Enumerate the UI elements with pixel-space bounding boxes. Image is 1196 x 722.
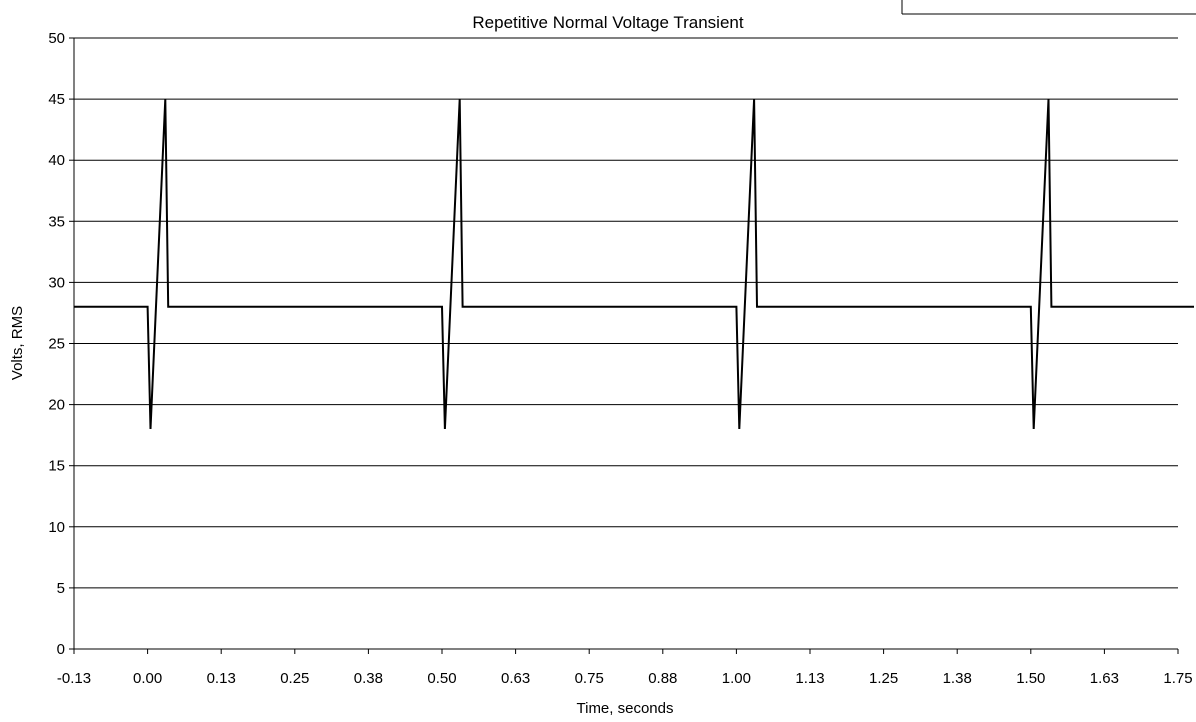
y-tick-label: 10 xyxy=(48,519,65,536)
y-tick-label: 20 xyxy=(48,397,65,414)
y-tick-label: 45 xyxy=(48,91,65,108)
y-tick-label: 40 xyxy=(48,152,65,169)
x-tick-label: 0.00 xyxy=(133,670,162,687)
axes xyxy=(69,37,1179,654)
x-tick-label: 0.13 xyxy=(207,670,236,687)
series-group xyxy=(74,99,1194,430)
voltage-series-line xyxy=(74,99,1194,430)
x-tick-label: 0.88 xyxy=(648,670,677,687)
y-tick-label: 25 xyxy=(48,336,65,353)
legend-box-edge xyxy=(901,0,1196,15)
x-tick-label: 0.63 xyxy=(501,670,530,687)
x-tick-label: 1.00 xyxy=(722,670,751,687)
y-tick-label: 50 xyxy=(48,30,65,47)
y-axis-title: Volts, RMS xyxy=(9,306,26,380)
x-tick-label: 1.38 xyxy=(943,670,972,687)
y-tick-label: 30 xyxy=(48,274,65,291)
x-tick-label: 0.50 xyxy=(427,670,456,687)
y-tick-label: 35 xyxy=(48,213,65,230)
x-tick-label: 0.75 xyxy=(575,670,604,687)
x-tick-label: -0.13 xyxy=(57,670,91,687)
x-tick-label: 1.25 xyxy=(869,670,898,687)
x-tick-label: 0.25 xyxy=(280,670,309,687)
x-tick-labels: -0.13 0.00 0.13 0.25 0.38 0.50 0.63 0.75 0.88 1.0… xyxy=(57,670,1193,687)
y-tick-label: 5 xyxy=(57,580,65,597)
x-tick-label: 1.50 xyxy=(1016,670,1045,687)
gridlines xyxy=(74,37,1178,589)
x-tick-label: 0.38 xyxy=(354,670,383,687)
chart-title: Repetitive Normal Voltage Transient xyxy=(472,13,743,32)
x-axis-title: Time, seconds xyxy=(577,700,674,717)
y-tick-labels: 0 5 10 15 20 25 30 35 40 45 50 xyxy=(48,30,65,658)
x-tick-label: 1.75 xyxy=(1163,670,1192,687)
y-tick-label: 0 xyxy=(57,641,65,658)
y-tick-label: 15 xyxy=(48,458,65,475)
x-tick-label: 1.63 xyxy=(1090,670,1119,687)
x-tick-label: 1.13 xyxy=(795,670,824,687)
